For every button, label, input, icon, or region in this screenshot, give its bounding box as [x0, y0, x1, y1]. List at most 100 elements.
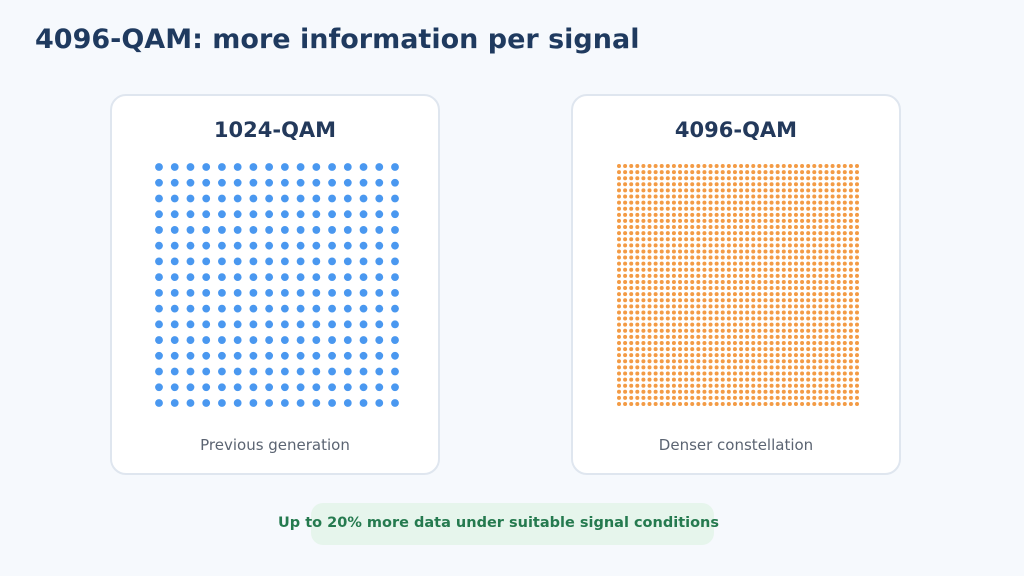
constellation-point — [696, 237, 701, 242]
constellation-point — [830, 359, 835, 364]
constellation-point — [690, 200, 695, 205]
constellation-point — [848, 249, 853, 254]
constellation-point — [641, 212, 646, 217]
constellation-point — [280, 336, 289, 344]
constellation-point — [265, 367, 274, 376]
constellation-point — [812, 353, 817, 358]
constellation-point — [848, 359, 853, 364]
constellation-point — [824, 170, 829, 175]
constellation-point — [745, 225, 750, 230]
constellation-point — [647, 255, 652, 260]
constellation-point — [249, 288, 258, 297]
constellation-point — [170, 304, 179, 313]
constellation-point — [714, 176, 719, 181]
constellation-point — [751, 365, 756, 370]
constellation-point — [763, 188, 768, 193]
constellation-point — [296, 383, 305, 392]
constellation-point — [739, 310, 744, 315]
constellation-point — [312, 367, 321, 376]
constellation-point — [647, 347, 652, 352]
constellation-point — [806, 316, 811, 321]
constellation-point — [714, 237, 719, 242]
constellation-point — [249, 336, 258, 344]
constellation-point — [653, 334, 658, 339]
constellation-point — [781, 365, 786, 370]
constellation-point — [781, 279, 786, 284]
constellation-point — [806, 218, 811, 223]
constellation-point — [653, 292, 658, 297]
constellation-point — [751, 298, 756, 303]
constellation-point — [806, 353, 811, 358]
constellation-point — [751, 243, 756, 248]
constellation-point — [775, 383, 780, 388]
constellation-point — [732, 243, 737, 248]
constellation-point — [751, 395, 756, 400]
constellation-point — [757, 237, 762, 242]
constellation-point — [824, 310, 829, 315]
constellation-point — [359, 194, 368, 203]
constellation-point — [793, 286, 798, 291]
constellation-point — [769, 310, 774, 315]
constellation-point — [280, 194, 289, 203]
constellation-point — [793, 304, 798, 309]
constellation-point — [824, 194, 829, 199]
constellation-point — [745, 383, 750, 388]
constellation-point — [690, 273, 695, 278]
constellation-point — [757, 243, 762, 248]
constellation-point — [635, 267, 640, 272]
constellation-point — [629, 316, 634, 321]
constellation-point — [690, 176, 695, 181]
constellation-point — [623, 347, 628, 352]
constellation-point — [359, 351, 368, 360]
constellation-point — [714, 340, 719, 345]
constellation-point — [824, 340, 829, 345]
constellation-point — [202, 210, 211, 219]
constellation-point — [751, 206, 756, 211]
constellation-point — [842, 286, 847, 291]
constellation-point — [202, 336, 211, 344]
constellation-point — [659, 365, 664, 370]
constellation-point — [233, 241, 242, 250]
constellation-point — [641, 383, 646, 388]
constellation-point — [775, 292, 780, 297]
constellation-point — [824, 286, 829, 291]
constellation-point — [720, 188, 725, 193]
constellation-point — [751, 328, 756, 333]
constellation-point — [617, 310, 621, 315]
constellation-point — [775, 359, 780, 364]
constellation-point — [842, 292, 847, 297]
constellation-point — [629, 243, 634, 248]
constellation-point — [787, 310, 792, 315]
constellation-point — [665, 298, 670, 303]
constellation-point — [623, 170, 628, 175]
constellation-point — [806, 206, 811, 211]
constellation-point — [824, 353, 829, 358]
constellation-point — [800, 304, 805, 309]
constellation-point — [842, 389, 847, 394]
constellation-point — [781, 292, 786, 297]
constellation-point — [775, 347, 780, 352]
constellation-point — [629, 334, 634, 339]
constellation-point — [830, 310, 835, 315]
constellation-point — [623, 267, 628, 272]
constellation-point — [629, 188, 634, 193]
constellation-point — [745, 182, 750, 187]
constellation-point — [665, 194, 670, 199]
constellation-point — [391, 210, 399, 219]
constellation-point — [629, 231, 634, 236]
constellation-point — [186, 288, 195, 297]
constellation-point — [751, 164, 756, 168]
constellation-point — [678, 334, 683, 339]
constellation-point — [218, 178, 226, 187]
constellation-point — [739, 200, 744, 205]
constellation-point — [629, 340, 634, 345]
constellation-point — [726, 255, 731, 260]
constellation-point — [629, 389, 634, 394]
constellation-point — [775, 176, 780, 181]
constellation-point — [684, 310, 689, 315]
constellation-point — [769, 206, 774, 211]
constellation-point — [855, 243, 859, 248]
constellation-point — [800, 218, 805, 223]
constellation-point — [757, 359, 762, 364]
constellation-point — [170, 383, 179, 392]
